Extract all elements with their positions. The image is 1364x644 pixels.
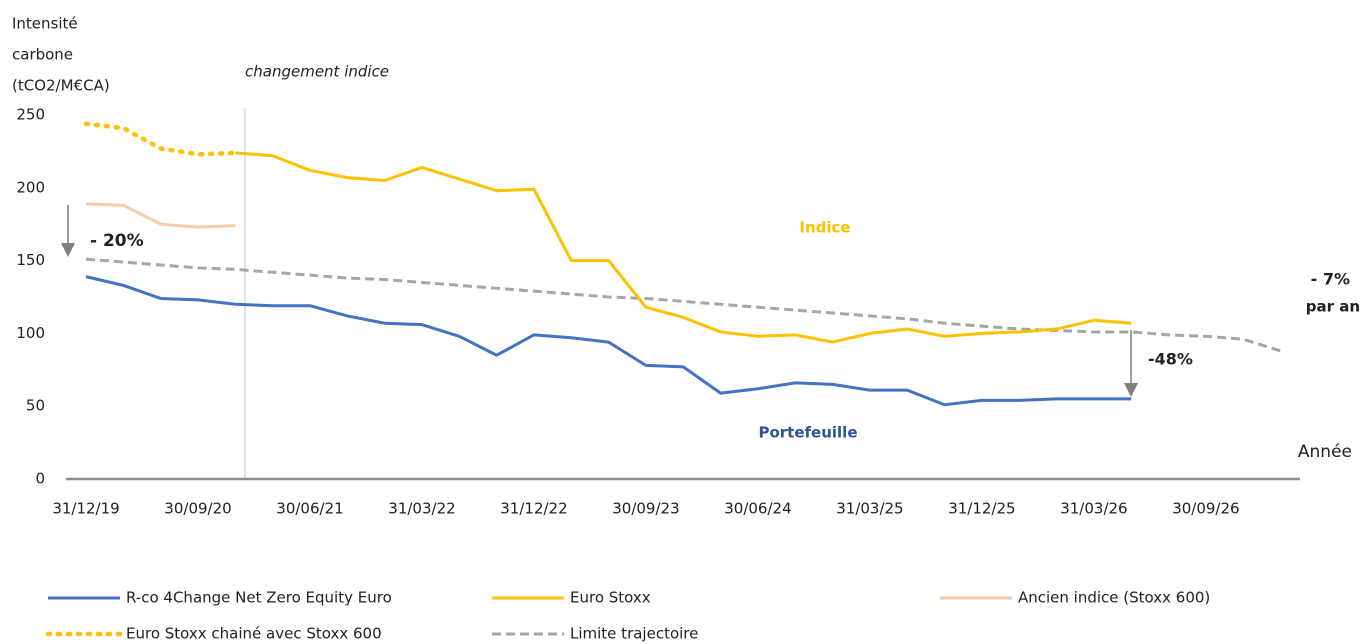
x-tick-label: 31/03/25 [836, 500, 903, 518]
y-tick-label: 250 [16, 106, 45, 124]
y-axis-title: carbone [12, 46, 73, 64]
x-tick-label: 30/09/20 [164, 500, 231, 518]
y-tick-label: 0 [35, 470, 45, 488]
y-axis-title: (tCO2/M€CA) [12, 77, 110, 95]
series-line [83, 121, 238, 157]
y-tick-label: 150 [16, 251, 45, 269]
x-axis-title: Année [1298, 442, 1352, 462]
annotation: par an [1306, 298, 1360, 316]
x-tick-label: 30/09/26 [1172, 500, 1239, 518]
legend-label: Euro Stoxx chainé avec Stoxx 600 [126, 625, 382, 643]
legend-label: Euro Stoxx [570, 589, 651, 607]
series-line [235, 151, 1132, 344]
annotation: Portefeuille [758, 424, 857, 442]
annotation: changement indice [245, 63, 389, 81]
arrow-head [61, 243, 75, 257]
x-tick-label: 31/03/22 [388, 500, 455, 518]
series-line [85, 202, 236, 229]
x-tick-label: 31/03/26 [1060, 500, 1127, 518]
x-tick-label: 30/06/24 [724, 500, 791, 518]
series-line [85, 257, 1282, 353]
y-tick-label: 100 [16, 324, 45, 342]
x-tick-label: 30/06/21 [276, 500, 343, 518]
y-axis-title: Intensité [12, 15, 78, 33]
annotation: - 20% [90, 231, 144, 251]
x-tick-label: 31/12/22 [500, 500, 567, 518]
x-tick-label: 30/09/23 [612, 500, 679, 518]
y-tick-label: 200 [16, 178, 45, 196]
annotation: - 7% [1311, 270, 1350, 289]
annotation: Indice [799, 219, 850, 237]
x-tick-label: 31/12/19 [52, 500, 119, 518]
arrow-head [1124, 383, 1138, 397]
legend-label: R-co 4Change Net Zero Equity Euro [126, 589, 392, 607]
y-tick-label: 50 [26, 397, 45, 415]
series-line [85, 275, 1132, 407]
annotation: -48% [1148, 350, 1193, 369]
legend-label: Ancien indice (Stoxx 600) [1018, 589, 1210, 607]
x-tick-label: 31/12/25 [948, 500, 1015, 518]
legend-label: Limite trajectoire [570, 625, 698, 643]
